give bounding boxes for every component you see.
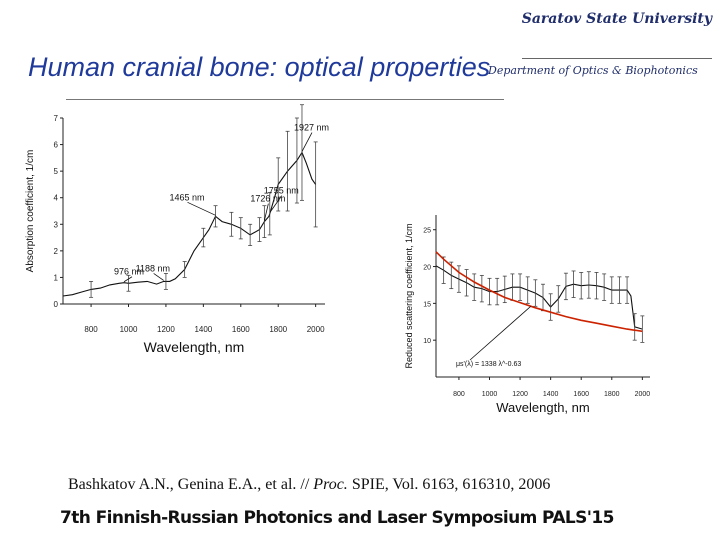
data-line: [62, 151, 317, 297]
y-tick-label: 3: [54, 220, 59, 229]
peak-annotation: 1726 nm: [250, 194, 285, 204]
x-tick-label: 800: [84, 325, 98, 334]
fit-formula-arrow: [469, 306, 532, 361]
y-tick-label: 6: [54, 141, 59, 150]
y-axis-label: Absorption coefficient, 1/cm: [25, 150, 36, 273]
footer-conference: 7th Finnish-Russian Photonics and Laser …: [60, 508, 614, 528]
x-axis-label: Wavelength, nm: [496, 400, 589, 415]
annotation-arrow: [269, 195, 283, 213]
annotation-arrow: [301, 132, 313, 152]
x-tick-label: 1800: [269, 325, 287, 334]
peak-annotation: 1188 nm: [136, 263, 170, 273]
x-tick-label: 1600: [232, 325, 250, 334]
x-tick-label: 1000: [482, 391, 498, 398]
university-name: Saratov State University: [521, 11, 712, 27]
annotation-arrow: [153, 273, 164, 281]
y-tick-label: 10: [423, 338, 431, 345]
y-tick-label: 25: [423, 228, 431, 235]
x-axis-label: Wavelength, nm: [144, 339, 245, 355]
citation-rest: SPIE, Vol. 6163, 616310, 2006: [351, 476, 551, 493]
annotation-arrow: [263, 203, 269, 221]
x-tick-label: 800: [453, 391, 465, 398]
y-tick-label: 5: [54, 167, 59, 176]
citation-authors: Bashkatov A.N., Genina E.A., et al. //: [68, 476, 310, 493]
x-tick-label: 2000: [635, 391, 651, 398]
x-tick-label: 1200: [157, 325, 175, 334]
fit-line: [435, 251, 643, 333]
y-tick-label: 20: [423, 265, 431, 272]
peak-annotation: 1465 nm: [170, 192, 205, 202]
x-tick-label: 1200: [512, 391, 528, 398]
x-tick-label: 1000: [120, 325, 138, 334]
x-tick-label: 1400: [194, 325, 212, 334]
fit-formula: μs'(λ) = 1338 λ^-0.63: [456, 361, 521, 368]
x-tick-label: 1600: [573, 391, 589, 398]
department-name: Department of Optics & Biophotonics: [488, 64, 698, 77]
y-axis-label: Reduced scattering coefficient, 1/cm: [404, 224, 414, 369]
y-tick-label: 15: [423, 301, 431, 308]
x-tick-label: 1400: [543, 391, 559, 398]
peak-annotation: 1755 nm: [264, 186, 299, 196]
peak-annotation: 976 nm: [114, 267, 144, 277]
citation-journal: Proc.: [313, 476, 348, 493]
x-tick-label: 2000: [307, 325, 325, 334]
university-divider: [522, 58, 712, 59]
annotation-arrow: [187, 201, 216, 216]
y-tick-label: 4: [54, 194, 59, 203]
y-tick-label: 0: [54, 300, 59, 309]
y-tick-label: 1: [54, 273, 59, 282]
peak-annotation: 1927 nm: [294, 123, 329, 133]
annotation-arrow: [123, 276, 133, 283]
y-tick-label: 7: [54, 114, 59, 123]
citation: Bashkatov A.N., Genina E.A., et al. // P…: [68, 476, 550, 494]
page-title: Human cranial bone: optical properties: [28, 52, 491, 82]
y-tick-label: 2: [54, 247, 59, 256]
title-divider: [66, 99, 504, 100]
x-tick-label: 1800: [604, 391, 620, 398]
